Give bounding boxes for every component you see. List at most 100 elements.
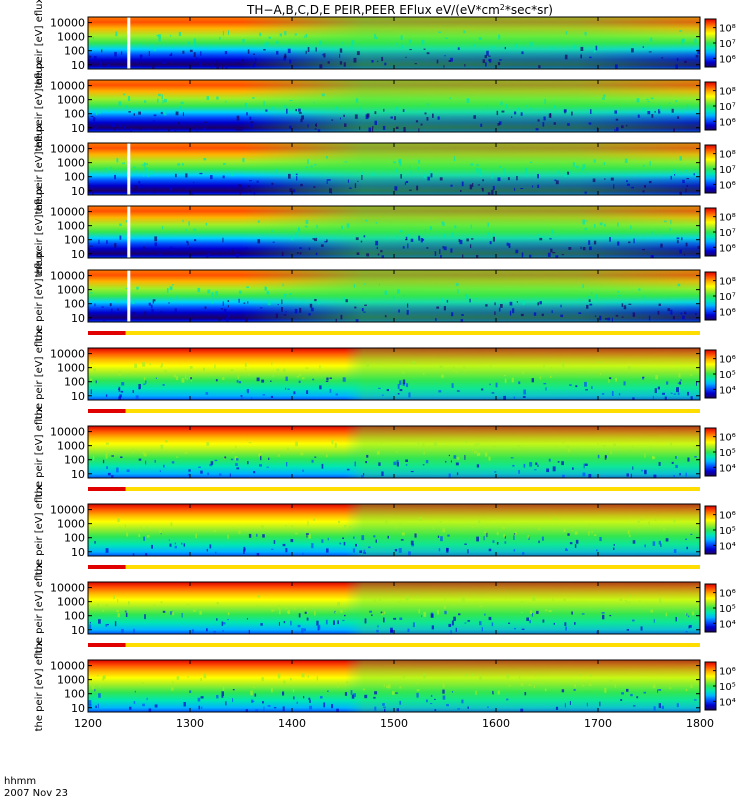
y-tick-label: 1000 bbox=[57, 220, 85, 233]
x-tick-label: 1300 bbox=[176, 717, 204, 730]
colorbar-tick-label: 10⁷ bbox=[719, 102, 736, 113]
y-tick-label: 10 bbox=[71, 390, 85, 403]
colorbar-tick-label: 10⁶ bbox=[719, 433, 736, 444]
spectrogram-time-evolution bbox=[88, 206, 700, 258]
y-tick-label: 10000 bbox=[50, 17, 85, 30]
spectrogram-texture bbox=[89, 361, 697, 400]
y-tick-label: 100 bbox=[64, 454, 85, 467]
colorbar-tick-label: 10⁴ bbox=[719, 385, 736, 396]
y-tick-label: 10000 bbox=[50, 582, 85, 595]
data-gap-line bbox=[127, 17, 131, 69]
colorbar-tick-label: 10⁷ bbox=[719, 228, 736, 239]
data-gap-line bbox=[127, 143, 131, 195]
y-axis-label: the peir [eV] eflux bbox=[34, 407, 45, 498]
colorbar-tick-label: 10⁶ bbox=[719, 511, 736, 522]
quality-bar-red-segment bbox=[88, 643, 126, 647]
spectrogram-time-evolution bbox=[88, 582, 700, 634]
y-tick-label: 1000 bbox=[57, 94, 85, 107]
quality-bar-yellow-segment bbox=[125, 409, 701, 413]
y-tick-label: 10 bbox=[71, 122, 85, 135]
spectrogram-time-evolution bbox=[88, 348, 700, 400]
x-tick-label: 1800 bbox=[686, 717, 714, 730]
y-tick-label: 10000 bbox=[50, 426, 85, 439]
colorbar-tick-label: 10⁴ bbox=[719, 463, 736, 474]
colorbar-tick-label: 10⁸ bbox=[719, 277, 736, 288]
y-tick-label: 10 bbox=[71, 468, 85, 481]
y-tick-label: 100 bbox=[64, 298, 85, 311]
y-axis-label: the peir [eV] eflux bbox=[34, 329, 45, 420]
y-tick-label: 100 bbox=[64, 376, 85, 389]
quality-bar-red-segment bbox=[88, 409, 126, 413]
x-tick-label: 1200 bbox=[74, 717, 102, 730]
y-tick-label: 1000 bbox=[57, 362, 85, 375]
spectrogram-texture bbox=[89, 283, 700, 322]
y-tick-label: 1000 bbox=[57, 674, 85, 687]
x-axis-label: hhmm bbox=[4, 776, 36, 787]
y-tick-label: 10000 bbox=[50, 80, 85, 93]
y-axis-label: the peir [eV] eflux bbox=[34, 641, 45, 732]
y-tick-label: 1000 bbox=[57, 284, 85, 297]
x-tick-label: 1400 bbox=[278, 717, 306, 730]
colorbar-tick-label: 10⁶ bbox=[719, 180, 736, 191]
y-tick-label: 10000 bbox=[50, 206, 85, 219]
y-tick-label: 10000 bbox=[50, 504, 85, 517]
y-axis-label: the peir [eV] eflux bbox=[34, 124, 45, 215]
spectrogram-time-evolution bbox=[88, 17, 700, 69]
y-axis-label: the peir [eV] eflux bbox=[34, 61, 45, 152]
colorbar-tick-label: 10⁶ bbox=[719, 667, 736, 678]
colorbar-tick-label: 10⁵ bbox=[719, 370, 736, 381]
y-tick-label: 100 bbox=[64, 532, 85, 545]
y-tick-label: 100 bbox=[64, 171, 85, 184]
quality-bar-yellow-segment bbox=[125, 565, 701, 569]
quality-bar-red-segment bbox=[88, 331, 126, 335]
x-axis: 1200 1300 1400 1500 1600 1700 1800 bbox=[74, 717, 714, 730]
y-tick-label: 100 bbox=[64, 688, 85, 701]
x-tick-label: 1600 bbox=[482, 717, 510, 730]
date-label: 2007 Nov 23 bbox=[4, 788, 68, 799]
y-tick-label: 1000 bbox=[57, 596, 85, 609]
spectrogram-time-evolution bbox=[88, 426, 700, 478]
chart-title: TH−A,B,C,D,E PEIR,PEER EFlux eV/(eV*cm2*… bbox=[246, 3, 553, 18]
y-tick-label: 1000 bbox=[57, 157, 85, 170]
colorbar-tick-label: 10⁵ bbox=[719, 682, 736, 693]
y-tick-label: 10 bbox=[71, 185, 85, 198]
spectrogram-time-evolution bbox=[88, 143, 700, 195]
colorbar-tick-label: 10⁵ bbox=[719, 526, 736, 537]
quality-bar-yellow-segment bbox=[125, 331, 701, 335]
colorbar-tick-label: 10⁸ bbox=[719, 150, 736, 161]
y-tick-label: 10 bbox=[71, 702, 85, 715]
spectrogram-texture bbox=[90, 219, 700, 258]
y-tick-label: 10000 bbox=[50, 143, 85, 156]
y-axis-label: the peir [eV] eflux bbox=[34, 187, 45, 278]
colorbar-tick-label: 10⁵ bbox=[719, 604, 736, 615]
y-tick-label: 10 bbox=[71, 312, 85, 325]
y-tick-label: 10 bbox=[71, 59, 85, 72]
y-axis-label: the peir [eV] eflux bbox=[34, 251, 45, 342]
colorbar-tick-label: 10⁸ bbox=[719, 213, 736, 224]
colorbar-tick-label: 10⁷ bbox=[719, 165, 736, 176]
spectrogram-time-evolution bbox=[88, 80, 700, 132]
colorbar-tick-label: 10⁴ bbox=[719, 697, 736, 708]
quality-bar-red-segment bbox=[88, 565, 126, 569]
y-tick-label: 10 bbox=[71, 546, 85, 559]
colorbar-tick-label: 10⁸ bbox=[719, 24, 736, 35]
y-tick-label: 100 bbox=[64, 610, 85, 623]
y-tick-label: 10000 bbox=[50, 660, 85, 673]
spectrogram-time-evolution bbox=[88, 504, 700, 556]
spectrogram-texture bbox=[94, 517, 693, 556]
quality-bar-yellow-segment bbox=[125, 643, 701, 647]
colorbar-tick-label: 10⁵ bbox=[719, 448, 736, 459]
x-tick-label: 1700 bbox=[584, 717, 612, 730]
colorbar-tick-label: 10⁴ bbox=[719, 619, 736, 630]
colorbar-tick-label: 10⁶ bbox=[719, 355, 736, 366]
colorbar-tick-label: 10⁶ bbox=[719, 54, 736, 65]
y-tick-label: 1000 bbox=[57, 31, 85, 44]
